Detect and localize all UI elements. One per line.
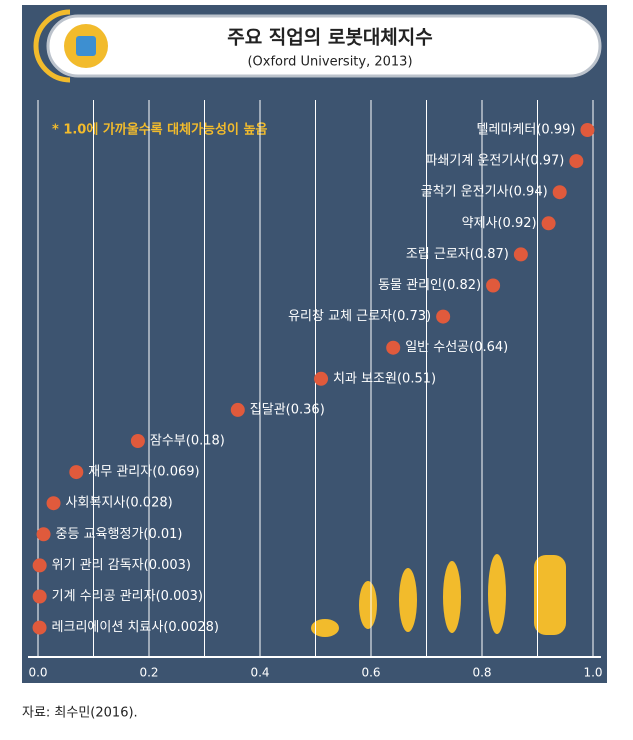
data-label: 중등 교육행정가(0.01) [56,526,183,542]
dot [130,434,145,448]
data-label: 굴착기 운전기사(0.94) [421,185,548,200]
title-pill [46,14,602,78]
title-arc [33,9,71,83]
source: 자료: 최수민(2016). [22,706,138,721]
dot [513,247,528,262]
data-label: 레크리에이션 치료사(0.0028) [52,620,219,635]
dot [32,558,47,573]
data-label: 약제사(0.92) [462,216,537,231]
data-label: 파쇄기계 운전기사(0.97) [425,154,564,169]
dot [230,402,245,417]
data-label: 기계 수리공 관리자(0.003) [52,589,203,604]
panel [22,5,607,683]
dot [69,465,84,480]
data-label: 위기 관리 감독자(0.003) [52,558,191,573]
data-label: 유리창 교체 근로자(0.73) [288,309,431,324]
icon-chip [76,36,96,56]
x-tick-label: 0.0 [28,666,47,680]
x-tick-label: 1.0 [583,666,602,680]
dot [436,309,451,324]
data-label: 집달관(0.36) [250,402,325,417]
chart-title: 주요 직업의 로봇대체지수 [227,27,433,49]
dot [32,589,47,604]
dot [552,185,567,200]
dot [32,620,47,635]
dot [36,527,51,542]
dot [580,123,595,137]
dot [541,216,556,231]
x-tick-label: 0.6 [361,666,380,680]
data-label: 사회복지사(0.028) [66,496,173,511]
dot [314,371,329,386]
data-label: 잠수부(0.18) [150,434,225,449]
dot [46,496,61,511]
dot [569,154,584,169]
data-label: 조립 근로자(0.87) [406,247,509,262]
data-label: 동물 관리인(0.82) [378,278,481,293]
data-label: 일반 수선공(0.64) [405,340,508,355]
x-tick-label: 0.4 [250,666,269,680]
chart-subtitle: (Oxford University, 2013) [247,55,412,70]
evolution-figures [311,554,566,637]
dot [386,340,401,355]
x-tick-label: 0.8 [472,666,491,680]
data-label: 재무 관리자(0.069) [88,465,199,480]
x-tick-label: 0.2 [139,666,158,680]
annotation: * 1.0에 가까울수록 대체가능성이 높음 [52,122,267,138]
data-label: 텔레마케터(0.99) [477,123,576,138]
dot [486,278,501,293]
data-label: 치과 보조원(0.51) [333,371,436,386]
